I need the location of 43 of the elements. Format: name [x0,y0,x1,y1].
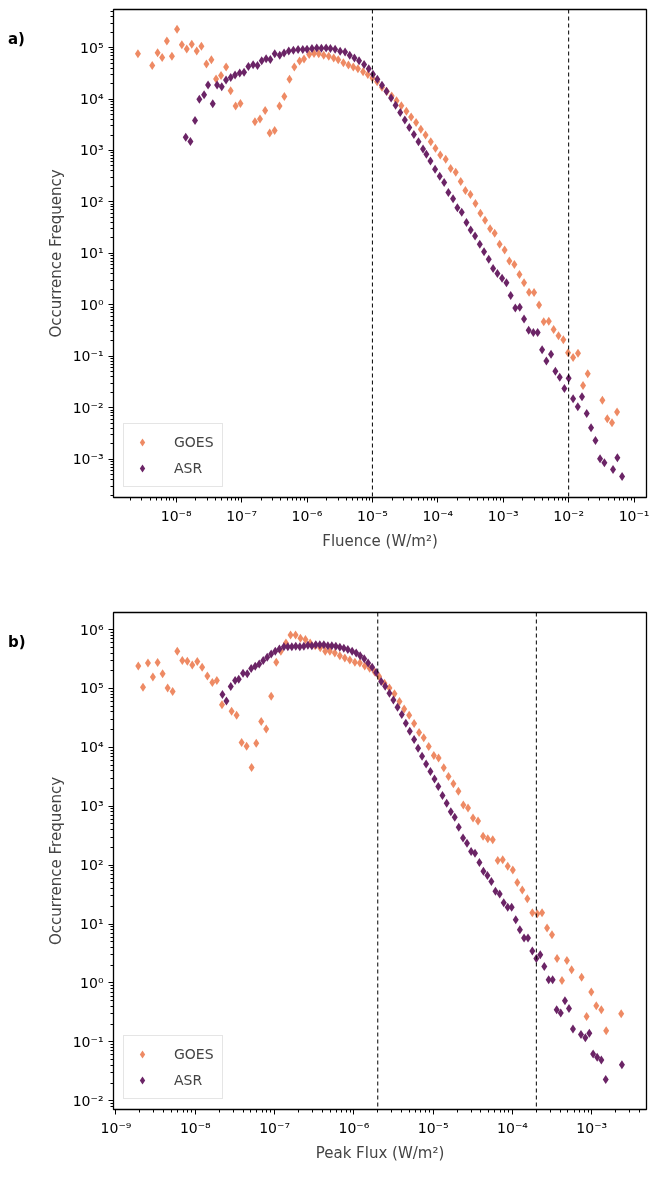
x-tick-label: 10⁻⁶ [291,507,323,524]
x-tick-label: 10⁻⁹ [100,1119,132,1136]
text: b) [8,632,26,653]
y-tick-label: 10⁴ [80,91,104,108]
y-tick-label: 10³ [80,798,104,815]
x-tick-label: 10⁻⁷ [259,1119,291,1136]
x-axis-title: Peak Flux (W/m²) [315,1143,445,1162]
text: a) [8,29,25,50]
y-tick-label: 10⁰ [80,296,104,313]
x-tick-label: 10⁻⁵ [357,507,388,524]
y-tick-label: 10³ [80,142,104,159]
y-tick-label: 10⁵ [80,39,104,56]
y-tick-label: 10⁻³ [72,451,104,468]
y-axis-title: Occurrence Frequency [46,776,65,946]
x-tick-label: 10⁻¹ [618,507,650,524]
x-tick-label: 10⁻⁶ [338,1119,370,1136]
y-tick-label: 10⁻² [72,1092,104,1109]
x-tick-label: 10⁻³ [487,507,519,524]
y-tick-label: 10² [80,193,104,210]
y-tick-label: 10⁴ [80,739,104,756]
x-axis-title: Fluence (W/m²) [322,531,438,550]
x-tick-label: 10⁻³ [576,1119,608,1136]
x-tick-label: 10⁻⁸ [160,507,192,524]
x-tick-label: 10⁻² [553,507,585,524]
legend-label: ASR [174,460,203,476]
y-axis-title: Occurrence Frequency [46,169,65,338]
y-tick-label: 10⁻² [72,399,104,416]
y-tick-label: 10⁰ [80,974,104,991]
y-tick-label: 10² [80,857,104,874]
legend-label: GOES [174,1046,214,1062]
y-tick-label: 10⁵ [80,680,104,697]
legend-label: GOES [174,434,214,450]
x-tick-label: 10⁻⁴ [497,1119,529,1136]
x-tick-label: 10⁻⁸ [179,1119,212,1136]
y-tick-label: 10¹ [80,916,104,933]
x-tick-label: 10⁻⁷ [226,507,258,524]
x-tick-label: 10⁻⁴ [422,507,454,524]
y-tick-label: 10⁻¹ [72,348,104,365]
legend-label: ASR [174,1072,203,1088]
y-tick-label: 10⁻¹ [72,1033,104,1050]
y-tick-label: 10¹ [80,245,104,262]
x-tick-label: 10⁻⁵ [417,1119,449,1136]
y-tick-label: 10⁶ [80,621,104,638]
